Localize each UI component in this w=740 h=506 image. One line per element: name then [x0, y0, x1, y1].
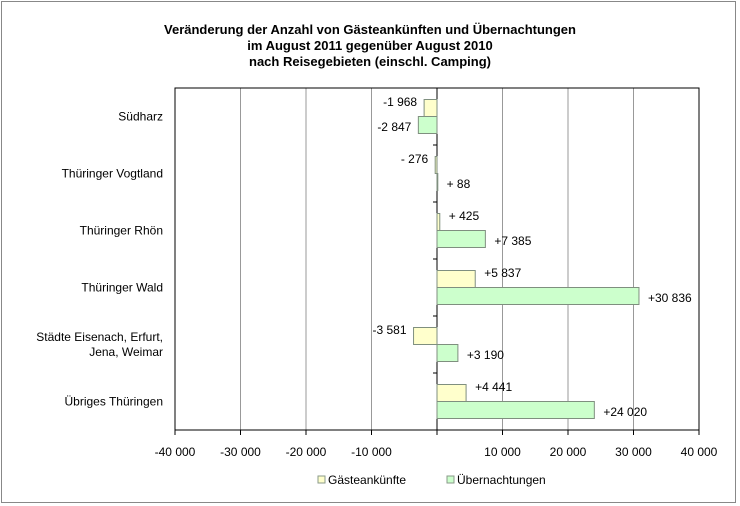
legend-swatch: [317, 475, 326, 484]
data-label: +7 385: [494, 234, 531, 248]
bar-uebernachtungen: [436, 230, 486, 248]
data-label: + 425: [449, 209, 480, 223]
category-label: Thüringer Vogtland: [62, 167, 163, 181]
bar-uebernachtungen: [417, 116, 438, 134]
bar-gaesteankuenfte: [436, 384, 467, 402]
bar-gaesteankuenfte: [436, 213, 441, 231]
title-line-2: im August 2011 gegenüber August 2010: [247, 38, 493, 53]
x-tick-label: -40 000: [155, 445, 196, 459]
category-label: Übriges Thüringen: [64, 395, 163, 409]
bar-gaesteankuenfte: [434, 156, 438, 174]
x-tick-label: 40 000: [681, 445, 718, 459]
legend-label: Gästeankünfte: [328, 473, 406, 487]
data-label: +3 190: [467, 348, 504, 362]
bar-uebernachtungen: [436, 287, 640, 305]
data-label: +30 836: [648, 291, 692, 305]
data-label: - 276: [401, 152, 429, 166]
title-line-1: Veränderung der Anzahl von Gästeankünfte…: [164, 22, 576, 37]
category-label: Städte Eisenach, Erfurt,: [36, 330, 163, 344]
category-label: Jena, Weimar: [89, 345, 163, 359]
x-tick-label: 30 000: [615, 445, 652, 459]
bar-uebernachtungen: [436, 401, 595, 419]
category-label: Südharz: [118, 110, 163, 124]
category-label: Thüringer Wald: [81, 281, 163, 295]
data-label: +4 441: [475, 380, 512, 394]
x-tick-label: 10 000: [484, 445, 521, 459]
legend-swatch: [446, 475, 455, 484]
data-label: + 88: [447, 177, 471, 191]
bar-gaesteankuenfte: [436, 270, 476, 288]
x-tick-label: -30 000: [220, 445, 261, 459]
chart-title: Veränderung der Anzahl von Gästeankünfte…: [0, 22, 740, 70]
data-label: -1 968: [383, 95, 417, 109]
bar-uebernachtungen: [436, 173, 439, 191]
data-label: +24 020: [603, 405, 647, 419]
category-label: Thüringer Rhön: [80, 224, 163, 238]
title-line-3: nach Reisegebieten (einschl. Camping): [249, 54, 491, 69]
data-label: -2 847: [377, 120, 411, 134]
x-tick-label: -20 000: [286, 445, 327, 459]
bar-gaesteankuenfte: [423, 99, 438, 117]
x-tick-label: 20 000: [550, 445, 587, 459]
bar-gaesteankuenfte: [413, 327, 438, 345]
legend-label: Übernachtungen: [457, 473, 546, 487]
data-label: +5 837: [484, 266, 521, 280]
bar-uebernachtungen: [436, 344, 459, 362]
x-tick-label: -10 000: [351, 445, 392, 459]
data-label: -3 581: [373, 323, 407, 337]
